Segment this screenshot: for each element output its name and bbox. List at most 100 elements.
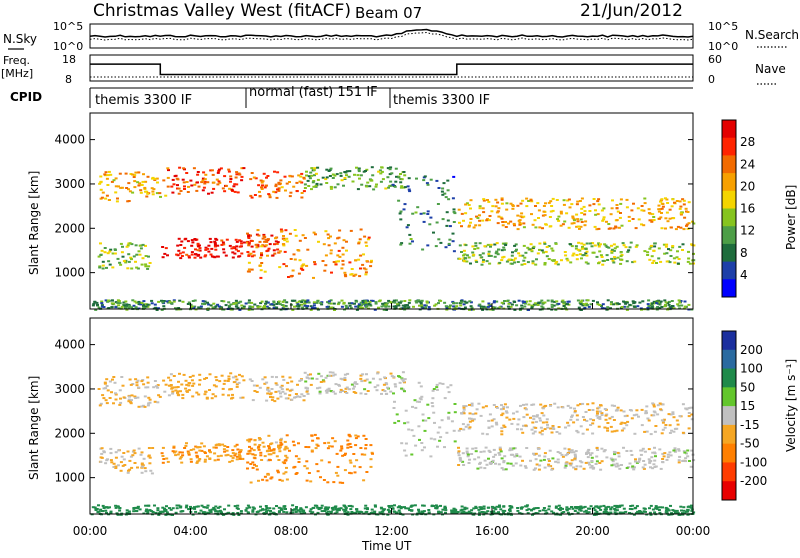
velocity-echo-cell [179,456,183,459]
velocity-echo-cell [222,448,226,451]
velocity-echo-cell [342,508,346,511]
power-echo-cell [606,259,610,261]
power-echo-cell [493,243,497,246]
velocity-echo-cell [259,454,263,457]
velocity-echo-cell [522,403,525,406]
velocity-echo-cell [499,450,503,453]
velocity-echo-cell [353,471,357,474]
power-echo-cell [402,171,406,173]
power-echo-cell [139,247,143,250]
power-echo-cell [474,244,478,247]
power-echo-cell [511,207,515,210]
velocity-echo-cell [516,423,520,426]
velocity-echo-cell [546,426,550,429]
power-echo-cell [384,305,388,308]
power-echo-cell [317,240,320,243]
velocity-echo-cell [635,413,639,416]
velocity-echo-cell [266,386,270,389]
power-echo-cell [130,258,133,261]
power-echo-cell [295,190,299,193]
velocity-echo-cell [225,449,229,452]
power-echo-cell [267,247,271,250]
power-echo-cell [441,187,445,190]
velocity-echo-cell [644,412,648,415]
velocity-echo-cell [681,513,685,516]
power-echo-cell [163,252,167,255]
velocity-echo-cell [178,451,182,454]
velocity-echo-cell [431,405,435,408]
power-echo-cell [285,265,288,268]
power-echo-cell [361,299,365,302]
power-echo-cell [452,210,456,213]
power-echo-cell [523,256,527,259]
power-echo-cell [495,250,499,253]
power-echo-cell [631,261,635,264]
velocity-echo-cell [393,400,396,403]
power-echo-cell [544,250,548,253]
velocity-echo-cell [270,398,274,401]
velocity-echo-cell [613,404,616,407]
power-echo-cell [675,200,679,202]
velocity-echo-cell [363,388,367,391]
power-echo-cell [101,305,104,308]
power-echo-cell [105,194,109,197]
velocity-echo-cell [233,505,237,508]
velocity-echo-cell [589,424,593,426]
velocity-echo-cell [474,447,478,450]
velocity-echo-cell [569,464,573,467]
power-echo-cell [278,266,282,269]
velocity-echo-cell [283,507,287,510]
velocity-echo-cell [228,460,232,463]
power-echo-cell [301,268,305,271]
velocity-echo-cell [285,478,289,481]
power-echo-cell [425,182,429,185]
power-echo-cell [113,248,117,251]
power-echo-cell [190,244,194,247]
power-echo-cell [320,303,324,306]
velocity-echo-cell [491,460,494,463]
velocity-echo-cell [544,509,548,512]
velocity-echo-cell [669,504,672,507]
power-echo-cell [576,248,580,251]
velocity-echo-cell [390,375,394,378]
power-echo-cell [652,219,656,221]
velocity-echo-cell [253,454,257,457]
power-echo-cell [180,240,184,243]
power-echo-cell [217,168,221,171]
power-echo-cell [388,173,392,176]
velocity-echo-cell [401,371,405,374]
velocity-echo-cell [266,473,270,476]
power-echo-cell [686,260,690,263]
power-echo-cell [134,244,138,247]
power-echo-cell [246,251,250,253]
power-echo-cell [601,219,605,222]
velocity-echo-cell [290,388,294,391]
power-echo-cell [619,251,623,254]
velocity-echo-cell [236,512,240,514]
power-echo-cell [369,261,373,264]
velocity-echo-cell [284,454,288,457]
velocity-echo-cell [137,386,141,389]
velocity-echo-cell [574,468,578,471]
power-echo-cell [296,303,300,306]
velocity-echo-cell [325,391,329,394]
power-echo-cell [400,242,404,245]
velocity-echo-cell [659,408,663,411]
power-echo-cell [599,254,603,257]
velocity-echo-cell [389,390,393,393]
power-echo-cell [139,189,143,192]
velocity-echo-cell [532,403,536,406]
velocity-echo-cell [623,422,627,425]
power-echo-cell [161,256,165,259]
power-echo-cell [397,199,401,202]
velocity-echo-cell [323,442,327,445]
velocity-echo-cell [181,397,185,400]
power-echo-cell [240,307,244,310]
power-echo-cell [254,177,258,180]
velocity-echo-cell [189,449,193,451]
power-echo-cell [607,246,611,249]
velocity-echo-cell [331,390,335,393]
power-echo-cell [531,247,535,249]
power-echo-cell [447,244,451,246]
velocity-echo-cell [576,511,580,514]
